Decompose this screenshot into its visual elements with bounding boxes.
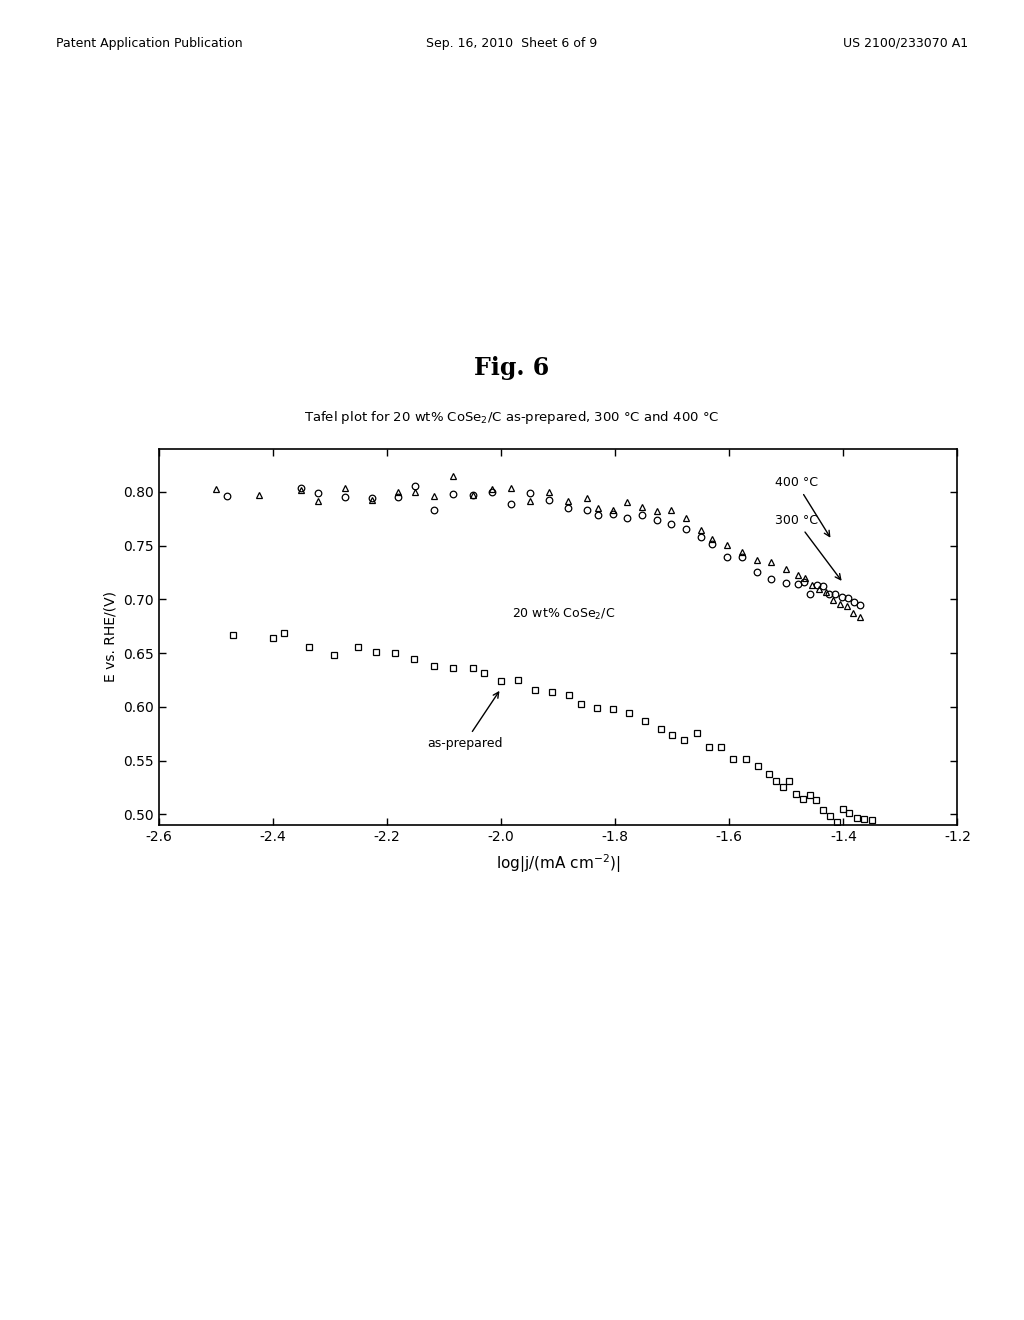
Text: Fig. 6: Fig. 6 [474, 356, 550, 380]
Text: as-prepared: as-prepared [427, 692, 503, 750]
Y-axis label: E vs. RHE/(V): E vs. RHE/(V) [103, 591, 118, 682]
Text: US 2100/233070 A1: US 2100/233070 A1 [843, 37, 968, 50]
Text: Tafel plot for 20 wt% CoSe$_2$/C as-prepared, 300 °C and 400 °C: Tafel plot for 20 wt% CoSe$_2$/C as-prep… [304, 409, 720, 426]
Text: 300 °C: 300 °C [775, 513, 841, 579]
Text: 400 °C: 400 °C [775, 477, 829, 536]
Text: Sep. 16, 2010  Sheet 6 of 9: Sep. 16, 2010 Sheet 6 of 9 [426, 37, 598, 50]
Text: Patent Application Publication: Patent Application Publication [56, 37, 243, 50]
X-axis label: log|j/(mA cm$^{-2}$)|: log|j/(mA cm$^{-2}$)| [496, 853, 621, 875]
Text: 20 wt% CoSe$_2$/C: 20 wt% CoSe$_2$/C [512, 607, 615, 622]
